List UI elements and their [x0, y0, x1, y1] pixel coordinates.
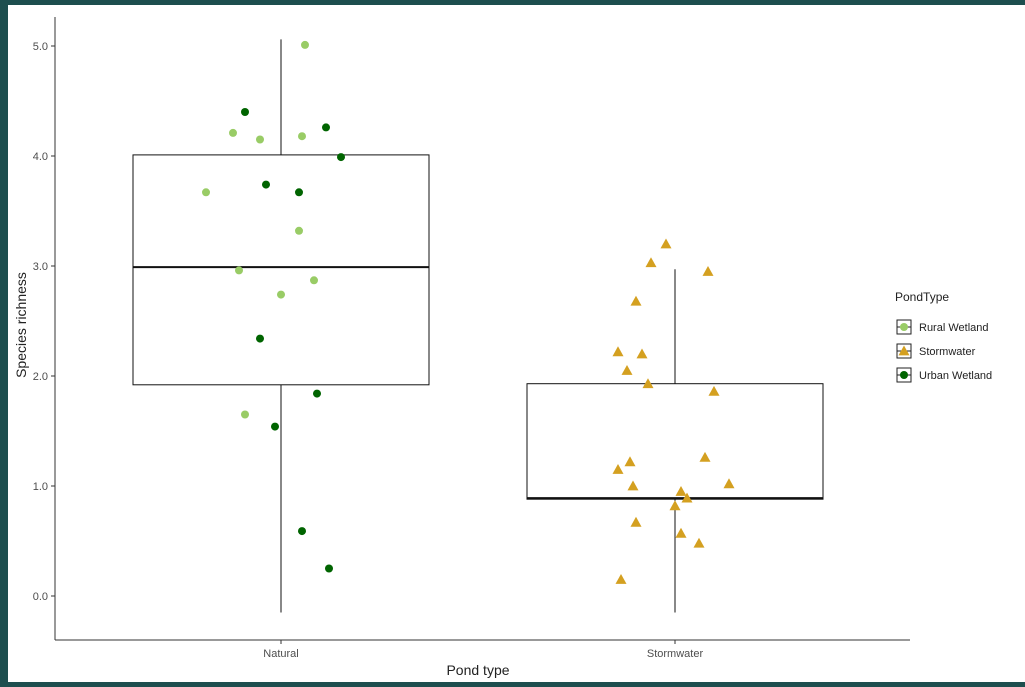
boxplot-chart: 0.0 1.0 2.0 3.0 4.0 5.0 Natural Stormwater Pond… [13, 17, 992, 678]
point-rural-wetland [229, 128, 237, 137]
point-stormwater [636, 348, 648, 359]
y-tick-label: 3.0 [33, 261, 48, 273]
point-stormwater [627, 480, 639, 491]
point-stormwater [675, 486, 687, 496]
legend-title: PondType [895, 290, 949, 304]
point-stormwater [675, 527, 687, 538]
legend: PondType Rural Wetland Stormwater Urban We… [895, 290, 992, 383]
point-stormwater [681, 492, 693, 503]
point-stormwater [612, 346, 624, 357]
point-rural-wetland [235, 266, 243, 275]
legend-label: Urban Wetland [919, 370, 992, 382]
point-urban-wetland [322, 123, 330, 132]
point-rural-wetland [256, 135, 264, 144]
point-rural-wetland [310, 276, 318, 285]
y-tick-label: 1.0 [33, 481, 48, 493]
box-stormwater [526, 383, 824, 500]
chart-frame: 0.0 1.0 2.0 3.0 4.0 5.0 Natural Stormwater Pond… [8, 5, 1025, 682]
y-tick-label: 5.0 [33, 41, 48, 53]
x-tick-label: Natural [263, 648, 298, 660]
point-stormwater [621, 365, 633, 375]
point-urban-wetland [262, 180, 270, 189]
point-rural-wetland [298, 132, 306, 141]
point-stormwater [699, 451, 711, 462]
point-stormwater [615, 574, 627, 584]
y-tick-label: 0.0 [33, 591, 48, 603]
legend-marker [898, 345, 910, 356]
point-urban-wetland [337, 153, 345, 162]
legend-label: Rural Wetland [919, 322, 989, 334]
point-urban-wetland [325, 564, 333, 573]
point-rural-wetland [202, 188, 210, 197]
point-stormwater [660, 238, 672, 249]
point-urban-wetland [298, 527, 306, 536]
point-rural-wetland [295, 226, 303, 235]
point-stormwater [723, 478, 735, 489]
point-rural-wetland [277, 290, 285, 299]
legend-marker [900, 371, 908, 379]
plot-layer [132, 39, 824, 613]
point-stormwater [612, 464, 624, 474]
point-stormwater [630, 295, 642, 306]
y-tick-label: 2.0 [33, 371, 48, 383]
box-natural [132, 154, 430, 386]
x-axis-label: Pond type [446, 662, 509, 678]
y-tick-label: 4.0 [33, 151, 48, 163]
legend-label: Stormwater [919, 346, 976, 358]
point-urban-wetland [295, 188, 303, 197]
point-stormwater [708, 385, 720, 396]
point-stormwater [702, 266, 714, 276]
point-urban-wetland [271, 422, 279, 431]
x-tick-label: Stormwater [647, 648, 704, 660]
point-stormwater [669, 500, 681, 511]
point-stormwater [642, 378, 654, 389]
point-stormwater [693, 537, 705, 548]
point-stormwater [630, 516, 642, 527]
point-urban-wetland [313, 389, 321, 398]
point-urban-wetland [256, 334, 264, 343]
point-rural-wetland [301, 40, 309, 49]
point-rural-wetland [241, 410, 249, 419]
point-stormwater [645, 257, 657, 268]
point-stormwater [624, 456, 636, 467]
axes-layer: 0.0 1.0 2.0 3.0 4.0 5.0 Natural Stormwater [33, 17, 910, 660]
legend-marker [900, 323, 908, 331]
point-urban-wetland [241, 108, 249, 116]
y-axis-label: Species richness [13, 272, 29, 378]
